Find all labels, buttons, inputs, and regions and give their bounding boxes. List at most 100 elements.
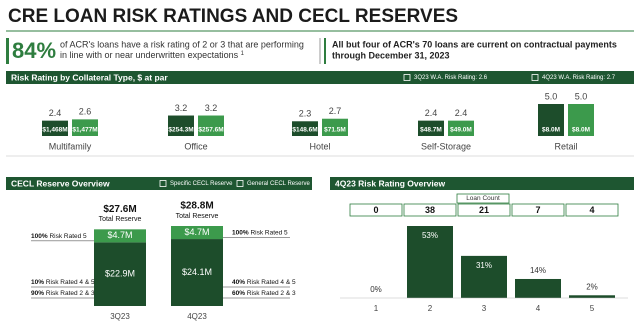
value-label: 5.0 [545,91,558,101]
bar-label: $48.7M [420,127,442,134]
bar-label: $1,468M [42,127,67,134]
value-label: 2.7 [329,106,342,116]
kpi-text-line: in line with or near underwritten expect… [60,50,239,60]
kpi-value: 84% [12,38,56,63]
bar-label: $8.0M [572,127,590,134]
footnote-mark: 1 [241,51,245,57]
bar-segment [94,229,146,243]
note-text: through December 31, 2023 [332,50,450,60]
x-tick-label: Retail [554,141,577,151]
value-label: 53% [422,231,438,240]
bar-segment [171,239,223,306]
bar-label: $8.0M [542,127,560,134]
bar-label: $148.6M [292,127,317,134]
count-value: 0 [373,205,378,215]
annotation-pct: 60% [232,290,245,297]
value-label: 2.6 [79,107,92,117]
value-label: 14% [530,266,546,275]
count-box [349,203,403,217]
annotation: 60% Risk Rated 2 & 3 [232,290,296,297]
kpi-text: of ACR's loans have a risk rating of 2 o… [60,39,304,49]
x-tick-label: Office [184,141,207,151]
value-label: 5.0 [575,91,588,101]
bar [515,278,561,298]
panel-header [6,177,312,190]
count-title-box [456,193,510,204]
x-tick-label: Self-Storage [421,141,471,151]
bar [538,104,564,136]
kpi-text: in line with or near underwritten expect… [60,50,245,60]
annotation-text: Risk Rated 2 & 3 [46,290,95,297]
x-tick-label: Multifamily [49,141,92,151]
x-tick-label: 4Q23 [187,312,207,321]
value-label: $4.7M [184,227,209,237]
bar [42,120,68,136]
bar [568,104,594,136]
x-tick-label: 1 [374,304,379,313]
bar [407,226,453,298]
annotation-pct: 100% [232,229,249,236]
annotation-text: Risk Rated 4 & 5 [247,279,296,286]
annotation-text: Risk Rated 5 [250,229,288,236]
value-label: 2.4 [425,108,438,118]
bar [448,120,474,136]
legend-label: Specific CECL Reserve [170,181,233,187]
legend-label: General CECL Reserve [247,181,310,187]
annotation: 100% Risk Rated 5 [232,229,288,236]
x-tick-label: 3Q23 [110,312,130,321]
annotation: 40% Risk Rated 4 & 5 [232,279,296,286]
annotation-text: Risk Rated 5 [49,233,87,240]
value-label: $24.1M [182,267,212,277]
value-label: 0% [370,285,382,294]
bar-label: $1,477M [72,127,97,134]
count-title: Loan Count [466,195,500,202]
panel-header [330,177,634,190]
bar-label: $49.0M [450,127,472,134]
bar [322,118,348,136]
annotation-text: Risk Rated 4 & 5 [46,279,95,286]
total-caption: Total Reserve [99,216,142,223]
x-tick-label: 3 [482,304,487,313]
x-tick-label: Hotel [309,141,330,151]
x-tick-label: 2 [428,304,433,313]
annotation: 100% Risk Rated 5 [31,233,87,240]
bar [292,121,318,136]
count-box [565,203,619,217]
total-label: $27.6M [103,204,136,215]
count-box [511,203,565,217]
kpi-accent [6,38,9,64]
x-tick-label: 5 [590,304,595,313]
bar-label: $71.5M [324,127,346,134]
bar [72,119,98,136]
bar-label: $257.6M [198,127,223,134]
panel-header [6,71,634,84]
panel-title: CECL Reserve Overview [11,178,110,188]
legend-swatch [531,74,539,81]
note-accent [324,38,326,64]
panel-title: Risk Rating by Collateral Type, $ at par [11,72,168,82]
count-value: 38 [425,205,435,215]
legend-label: 3Q23 W.A. Risk Rating: 2.6 [414,75,488,81]
bar [569,295,615,298]
legend-swatch [403,74,411,81]
count-box [457,203,511,217]
bar-segment [94,242,146,306]
value-label: $22.9M [105,269,135,279]
count-value: 21 [479,205,489,215]
bar-label: $254.3M [168,127,193,134]
panel-title: 4Q23 Risk Rating Overview [335,178,445,188]
annotation-pct: 40% [232,279,245,286]
count-box [403,203,457,217]
value-label: 2% [586,282,598,291]
total-label: $28.8M [180,201,213,212]
annotation: 90% Risk Rated 2 & 3 [31,290,95,297]
value-label: 2.4 [49,108,62,118]
legend-swatch [159,180,167,187]
annotation-pct: 90% [31,290,44,297]
bar [461,255,507,298]
value-label: 31% [476,261,492,270]
annotation: 10% Risk Rated 4 & 5 [31,279,95,286]
count-value: 7 [535,205,540,215]
legend-label: 4Q23 W.A. Risk Rating: 2.7 [542,75,616,81]
bar-segment [171,226,223,240]
